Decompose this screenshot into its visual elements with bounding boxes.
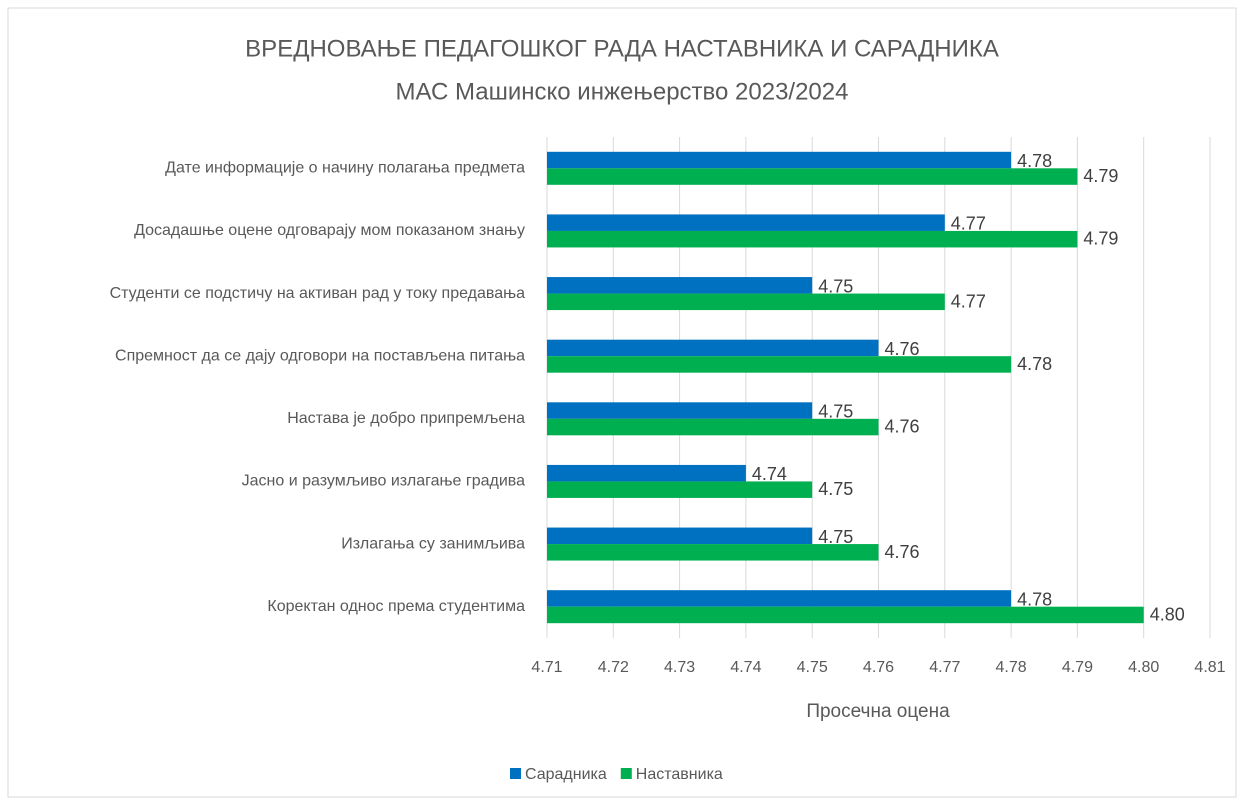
bar [547, 214, 945, 231]
y-tick-label: Излагања су занимљива [341, 535, 525, 552]
bar [547, 168, 1078, 185]
bar [547, 527, 813, 545]
legend-label: Наставника [636, 766, 723, 783]
bar [547, 151, 1012, 169]
data-label: 4.77 [951, 291, 986, 311]
x-tick-label: 4.77 [929, 659, 960, 676]
data-label: 4.78 [1017, 354, 1052, 374]
data-label: 4.79 [1083, 166, 1118, 186]
y-tick-label: Дате информације о начину полагања предм… [165, 160, 525, 177]
x-tick-label: 4.76 [863, 659, 894, 676]
data-label: 4.75 [818, 479, 853, 499]
bar [547, 418, 879, 436]
data-label: 4.75 [818, 527, 853, 547]
legend-label: Сарадника [525, 766, 607, 783]
chart-subtitle: МАС Машинско инжењерство 2023/2024 [396, 78, 849, 105]
bar [547, 277, 813, 294]
y-tick-label: Досадашње оцене одговарају мом показаном… [134, 222, 525, 239]
legend-swatch [620, 768, 632, 779]
y-tick-label: Настава је добро припремљена [287, 410, 525, 427]
y-tick-label: Јасно и разумљиво излагање градива [242, 473, 525, 490]
y-tick-label: Студенти се подстичу на активан рад у то… [110, 285, 526, 302]
x-tick-label: 4.71 [531, 659, 562, 676]
bar [547, 339, 879, 357]
x-tick-label: 4.79 [1062, 659, 1093, 676]
bar [547, 402, 813, 419]
x-tick-label: 4.81 [1194, 659, 1225, 676]
bar [547, 590, 1012, 607]
bar [547, 230, 1078, 248]
x-axis-label: Просечна оцена [806, 701, 950, 722]
data-label: 4.78 [1017, 151, 1052, 171]
x-tick-label: 4.80 [1128, 659, 1159, 676]
x-tick-label: 4.72 [598, 659, 629, 676]
x-tick-label: 4.78 [996, 659, 1027, 676]
data-label: 4.78 [1017, 589, 1052, 609]
data-label: 4.75 [818, 276, 853, 296]
bar [547, 481, 813, 498]
data-label: 4.77 [951, 214, 986, 234]
x-tick-label: 4.73 [664, 659, 695, 676]
chart-title: ВРЕДНОВАЊЕ ПЕДАГОШКОГ РАДА НАСТАВНИКА И … [245, 35, 999, 62]
data-label: 4.74 [752, 464, 787, 484]
y-tick-label: Спремност да се дају одговори на постављ… [115, 347, 525, 364]
bar [547, 293, 945, 311]
bar [547, 356, 1012, 373]
x-tick-label: 4.75 [797, 659, 828, 676]
data-label: 4.76 [885, 542, 920, 562]
bar [547, 544, 879, 561]
data-label: 4.76 [885, 339, 920, 359]
data-label: 4.79 [1083, 229, 1118, 249]
data-label: 4.80 [1150, 604, 1185, 624]
data-label: 4.75 [818, 402, 853, 422]
bar [547, 606, 1144, 624]
x-tick-label: 4.74 [730, 659, 761, 676]
y-tick-label: Коректан однос према студентима [267, 598, 525, 615]
data-label: 4.76 [885, 417, 920, 437]
legend-swatch [510, 768, 521, 779]
bar [547, 464, 746, 482]
